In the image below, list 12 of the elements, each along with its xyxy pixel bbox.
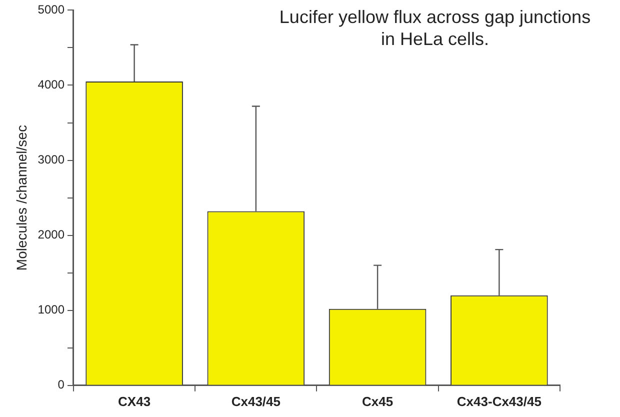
y-tick-label: 3000 <box>38 152 65 167</box>
x-tick-label: Cx43-Cx43/45 <box>456 394 542 409</box>
y-tick-label: 4000 <box>38 78 65 92</box>
y-tick-label: 2000 <box>38 228 65 242</box>
y-tick-label: 5000 <box>38 2 65 17</box>
x-tick-label: Cx45 <box>362 394 394 409</box>
chart-title: Lucifer yellow flux across gap junctions in HeLa cells. <box>278 6 592 50</box>
y-tick-label: 0 <box>58 378 65 392</box>
y-tick-label: 1000 <box>38 302 65 317</box>
x-tick-label: CX43 <box>118 394 151 409</box>
y-axis-title: Molecules /channel/sec <box>13 125 30 271</box>
x-tick-label: Cx43/45 <box>231 394 281 409</box>
